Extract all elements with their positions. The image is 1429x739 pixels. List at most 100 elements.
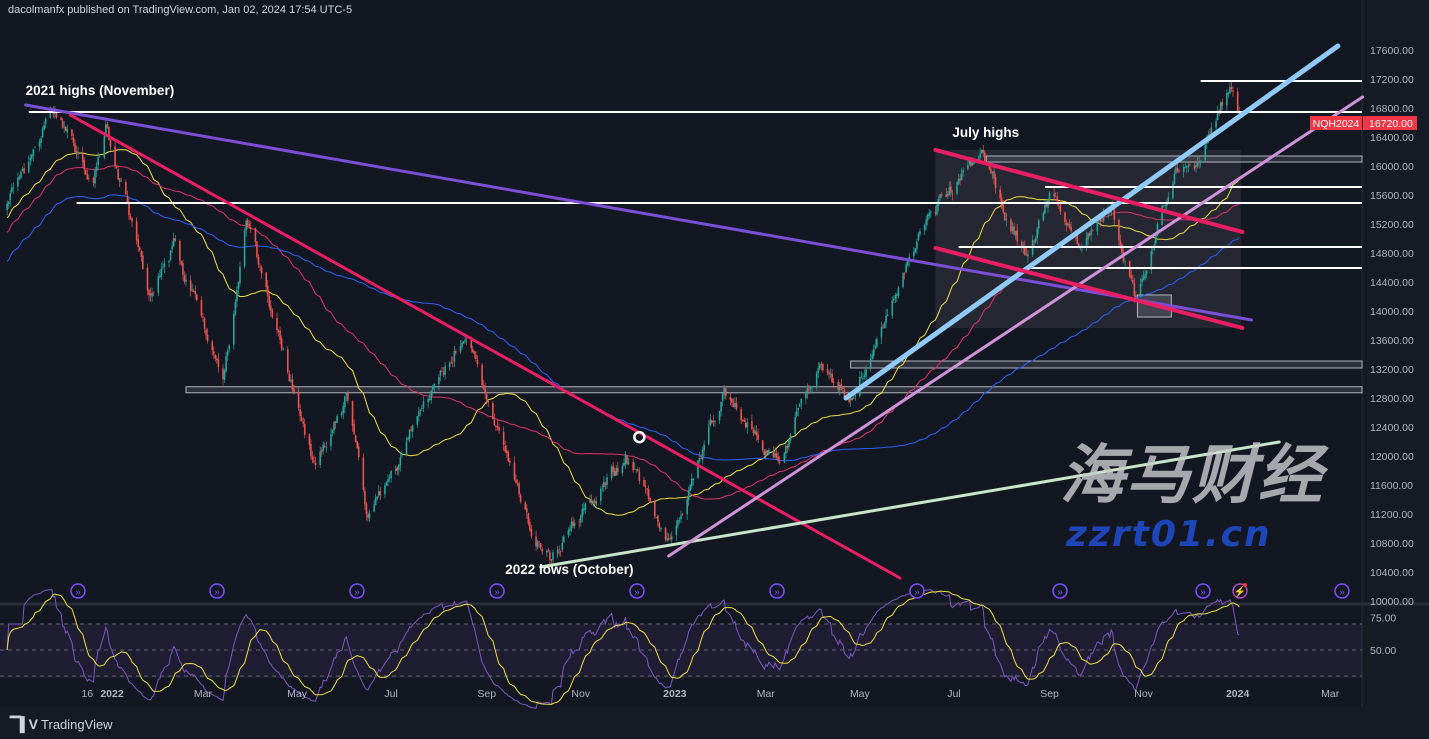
dividend-arrow-icon[interactable]: » bbox=[1334, 583, 1350, 599]
candle bbox=[308, 434, 311, 445]
tradingview-footer[interactable]: ▔▌V TradingView bbox=[10, 716, 113, 733]
pink-channel-lower[interactable] bbox=[933, 245, 1245, 330]
pink-channel-upper[interactable] bbox=[933, 147, 1245, 234]
candle bbox=[885, 315, 887, 324]
candle bbox=[23, 168, 25, 174]
pink-descending-trendline[interactable] bbox=[68, 113, 902, 580]
time-tick-label: Mar bbox=[194, 688, 213, 700]
candle bbox=[202, 316, 204, 318]
dividend-arrow-icon[interactable]: » bbox=[70, 583, 86, 599]
candle bbox=[385, 482, 388, 486]
candle bbox=[92, 177, 95, 183]
candle bbox=[1013, 226, 1015, 235]
annotation-label[interactable]: 2021 highs (November) bbox=[26, 83, 175, 98]
green-support-trendline[interactable] bbox=[539, 440, 1281, 569]
candle bbox=[962, 170, 964, 174]
drawings-layer[interactable]: 2021 highs (November) July highs 2022 lows… bbox=[24, 43, 1365, 580]
watermark-text: 海马财经 bbox=[1060, 439, 1324, 513]
candle bbox=[906, 260, 909, 266]
candle bbox=[606, 477, 608, 486]
candle bbox=[579, 516, 582, 523]
dividend-arrow-icon[interactable]: » bbox=[909, 583, 925, 599]
candle bbox=[788, 439, 790, 448]
candle bbox=[670, 536, 673, 540]
candle bbox=[621, 466, 624, 473]
events-row: » » » » » » » » » ⚡ » bbox=[70, 583, 1350, 599]
candle bbox=[971, 162, 974, 166]
candle bbox=[860, 377, 863, 379]
candle bbox=[635, 469, 638, 470]
candle bbox=[216, 358, 218, 361]
dividend-arrow-icon[interactable]: » bbox=[629, 583, 645, 599]
time-tick-label: 2023 bbox=[663, 688, 687, 700]
candle bbox=[718, 410, 721, 421]
candle bbox=[1037, 220, 1040, 229]
time-axis[interactable]: 16 2022 Mar May Jul Sep Nov 2023 Mar May Jul Sep Nov… bbox=[81, 688, 1339, 700]
candle bbox=[464, 339, 466, 342]
candle bbox=[1025, 254, 1028, 256]
candle bbox=[354, 435, 357, 442]
candle bbox=[1113, 205, 1116, 220]
candle bbox=[1164, 204, 1166, 207]
candle bbox=[495, 426, 497, 428]
candle bbox=[416, 415, 419, 425]
blue-channel-trendline[interactable] bbox=[843, 43, 1341, 401]
dividend-arrow-icon[interactable]: » bbox=[209, 583, 225, 599]
candle bbox=[794, 416, 796, 434]
horizontal-zone[interactable] bbox=[185, 386, 1363, 394]
dividend-arrow-icon[interactable]: » bbox=[1052, 583, 1068, 599]
candle bbox=[817, 368, 820, 374]
candle bbox=[721, 393, 724, 401]
candle bbox=[196, 294, 198, 301]
candle bbox=[66, 129, 69, 133]
candle bbox=[755, 431, 758, 436]
rsi-tick-label: 75.00 bbox=[1370, 613, 1396, 625]
candle bbox=[465, 338, 468, 340]
horizontal-zone[interactable] bbox=[850, 360, 1363, 369]
candle bbox=[419, 409, 422, 411]
candle bbox=[265, 272, 267, 288]
annotation-label[interactable]: 2022 lows (October) bbox=[505, 562, 633, 577]
dividend-arrow-icon[interactable]: » bbox=[349, 583, 365, 599]
lightning-icon[interactable]: ⚡ bbox=[1232, 583, 1248, 599]
candle bbox=[1152, 249, 1154, 250]
candle bbox=[234, 302, 237, 315]
candle bbox=[448, 363, 451, 368]
candle bbox=[9, 193, 12, 201]
candle bbox=[712, 421, 715, 423]
candle bbox=[1172, 184, 1174, 199]
price-axis[interactable]: 17600.00 17200.00 16800.00 16400.00 16000.00… bbox=[1370, 45, 1414, 608]
candle bbox=[590, 499, 593, 503]
candle bbox=[374, 497, 377, 506]
annotation-label[interactable]: July highs bbox=[952, 125, 1019, 140]
candle bbox=[913, 251, 915, 257]
candle bbox=[120, 181, 123, 182]
violet-rising-trendline[interactable] bbox=[667, 95, 1365, 558]
circle-marker[interactable] bbox=[633, 430, 646, 444]
dividend-arrow-icon[interactable]: » bbox=[1195, 583, 1211, 599]
candle bbox=[1076, 234, 1079, 244]
dividend-arrow-icon[interactable]: » bbox=[769, 583, 785, 599]
candle bbox=[1196, 161, 1199, 167]
candle bbox=[182, 263, 184, 275]
candle bbox=[626, 455, 628, 464]
candle bbox=[401, 455, 403, 457]
dividend-arrow-icon[interactable]: » bbox=[489, 583, 505, 599]
candle bbox=[55, 112, 58, 118]
candle bbox=[709, 419, 712, 426]
candle bbox=[228, 345, 230, 350]
candle bbox=[347, 392, 349, 401]
candle bbox=[368, 513, 371, 519]
candle bbox=[623, 462, 625, 467]
candle bbox=[203, 318, 206, 329]
candle bbox=[509, 460, 511, 463]
purple-long-trendline[interactable] bbox=[24, 103, 1254, 322]
price-tick-label: 12400.00 bbox=[1370, 422, 1414, 434]
candle bbox=[1189, 164, 1191, 166]
candle bbox=[1232, 90, 1234, 92]
candle bbox=[1078, 243, 1080, 248]
candle bbox=[128, 203, 130, 216]
candle bbox=[95, 166, 98, 172]
candle bbox=[785, 445, 787, 454]
